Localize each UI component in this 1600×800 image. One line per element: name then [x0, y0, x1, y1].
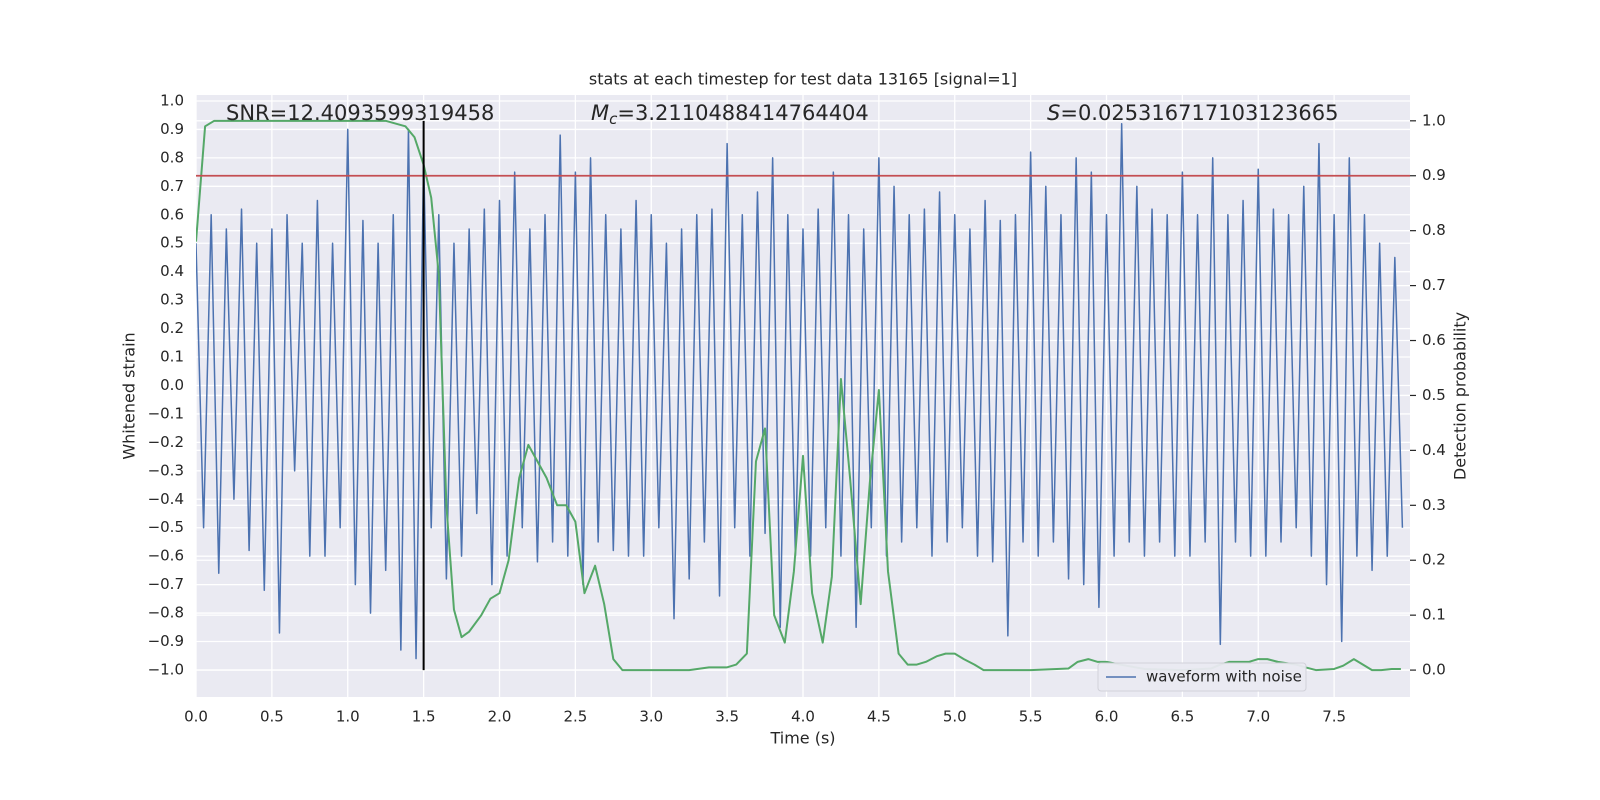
x-tick-label: 3.5 [715, 708, 739, 726]
x-tick-label: 6.0 [1095, 708, 1119, 726]
y-tick-label: −0.1 [148, 404, 184, 422]
y-tick-label: −0.3 [148, 461, 184, 479]
y2-axis-label: Detection probability [1451, 312, 1470, 480]
x-tick-label: 5.0 [943, 708, 967, 726]
x-tick-label: 4.0 [791, 708, 815, 726]
marks [196, 119, 1404, 672]
overlay [196, 120, 1410, 671]
y2-tick-label: 0.4 [1422, 441, 1446, 459]
x-tick-label: 7.5 [1322, 708, 1346, 726]
y-tick-label: 0.6 [160, 205, 184, 223]
y-tick-label: −0.9 [148, 632, 184, 650]
y-tick-label: −0.6 [148, 547, 184, 565]
y-tick-label: 0.1 [160, 348, 184, 366]
y-tick-label: −0.2 [148, 433, 184, 451]
y2-tick-label: 1.0 [1422, 111, 1446, 129]
x-tick-label: 2.0 [488, 708, 512, 726]
annotation-symbol: M [591, 101, 609, 125]
y2-tick-label: 0.3 [1422, 496, 1446, 514]
y-tick-label: 1.0 [160, 91, 184, 109]
y-tick-label: 0.2 [160, 319, 184, 337]
x-tick-label: 1.5 [412, 708, 436, 726]
x-tick-label: 7.0 [1246, 708, 1270, 726]
y2-tick-label: 0.8 [1422, 221, 1446, 239]
y-tick-label: 0.0 [160, 376, 184, 394]
y2-tick-label: 0.5 [1422, 386, 1446, 404]
y-tick-label: 0.4 [160, 262, 184, 280]
y-tick-label: −0.8 [148, 604, 184, 622]
x-axis-label: Time (s) [769, 729, 835, 748]
legend-label: waveform with noise [1146, 668, 1302, 686]
annotation-subscript: c [609, 110, 618, 128]
x-tick-label: 0.0 [184, 708, 208, 726]
annotation-symbol: S [1047, 101, 1060, 125]
x-tick-label: 0.5 [260, 708, 284, 726]
y2-tick-label: 0.9 [1422, 166, 1446, 184]
x-tick-label: 5.5 [1019, 708, 1043, 726]
y-tick-label: 0.5 [160, 234, 184, 252]
legend-box [1097, 662, 1307, 692]
y-tick-label: 0.7 [160, 177, 184, 195]
y2-tick-label: 0.2 [1422, 551, 1446, 569]
y-tick-label: 0.8 [160, 148, 184, 166]
y2-tick-label: 0.0 [1422, 661, 1446, 679]
series-line [196, 122, 1404, 660]
annotation-text: =0.025316717103123665 [1060, 101, 1338, 125]
x-tick-label: 1.0 [336, 708, 360, 726]
x-tick-label: 4.5 [867, 708, 891, 726]
y-tick-label: −1.0 [148, 660, 184, 678]
x-tick-label: 2.5 [563, 708, 587, 726]
x-tick-label: 6.5 [1170, 708, 1194, 726]
y-tick-label: 0.3 [160, 291, 184, 309]
series-line [196, 119, 1401, 672]
chart-title: stats at each timestep for test data 131… [589, 70, 1017, 89]
annotation-text: SNR=12.4093599319458 [226, 101, 494, 125]
y2-tick-label: 0.7 [1422, 276, 1446, 294]
y-tick-label: −0.4 [148, 490, 184, 508]
y-tick-label: −0.7 [148, 575, 184, 593]
y-tick-label: −0.5 [148, 518, 184, 536]
y2-tick-label: 0.1 [1422, 606, 1446, 624]
y-tick-label: 0.9 [160, 120, 184, 138]
y-axis-label: Whitened strain [120, 332, 139, 459]
annotation-text: =3.2110488414764404 [617, 101, 868, 125]
annotation: Mc=3.2110488414764404 [591, 101, 869, 128]
annotation: S=0.025316717103123665 [1047, 101, 1338, 125]
y2-tick-label: 0.6 [1422, 331, 1446, 349]
x-tick-label: 3.0 [639, 708, 663, 726]
annotation: SNR=12.4093599319458 [226, 101, 494, 125]
